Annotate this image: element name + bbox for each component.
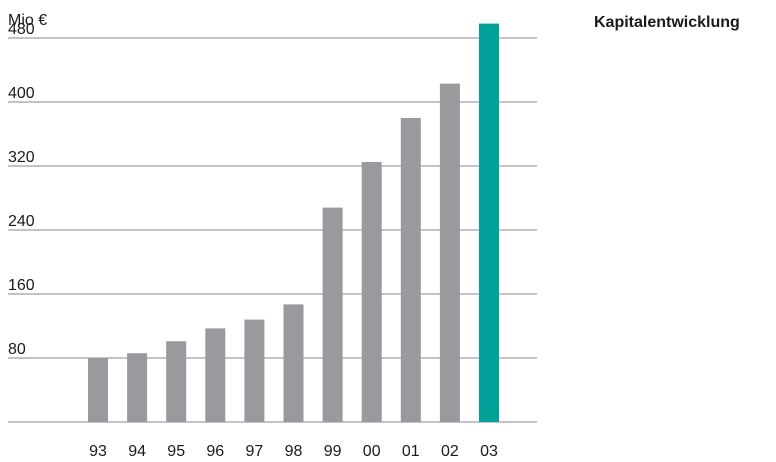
x-tick-label: 96 xyxy=(206,443,224,460)
bar-00 xyxy=(361,162,382,422)
bar-96 xyxy=(205,328,226,422)
x-tick-label: 97 xyxy=(246,443,264,460)
x-tick-label: 01 xyxy=(402,443,420,460)
x-tick-label: 94 xyxy=(128,443,146,460)
y-axis-unit-label: Mio € xyxy=(8,12,48,29)
bar-99 xyxy=(322,207,343,422)
bar-95 xyxy=(166,341,187,422)
y-tick-label: 160 xyxy=(8,277,35,294)
y-tick-label: 400 xyxy=(8,85,35,102)
bar-93 xyxy=(88,358,108,422)
y-tick-label: 480 xyxy=(8,21,35,38)
y-tick-label: 80 xyxy=(8,341,26,358)
y-tick-label: 240 xyxy=(8,213,35,230)
bar-03 xyxy=(479,23,499,422)
bar-94 xyxy=(127,353,148,422)
x-tick-label: 03 xyxy=(480,443,498,460)
x-tick-label: 95 xyxy=(167,443,185,460)
x-axis-ticks: 93 94 95 96 97 98 99 00 01 02 03 xyxy=(89,443,498,460)
y-axis-ticks: 80 160 240 320 400 480 xyxy=(8,21,35,358)
x-tick-label: 98 xyxy=(285,443,303,460)
bar-01 xyxy=(400,118,421,422)
x-tick-label: 99 xyxy=(324,443,342,460)
chart-title: Kapitalentwicklung xyxy=(594,14,740,31)
bar-97 xyxy=(244,319,265,422)
bars xyxy=(88,23,499,422)
x-tick-label: 93 xyxy=(89,443,107,460)
x-tick-label: 02 xyxy=(441,443,459,460)
bar-02 xyxy=(439,83,460,422)
y-tick-label: 320 xyxy=(8,149,35,166)
x-tick-label: 00 xyxy=(363,443,381,460)
bar-98 xyxy=(283,304,304,422)
